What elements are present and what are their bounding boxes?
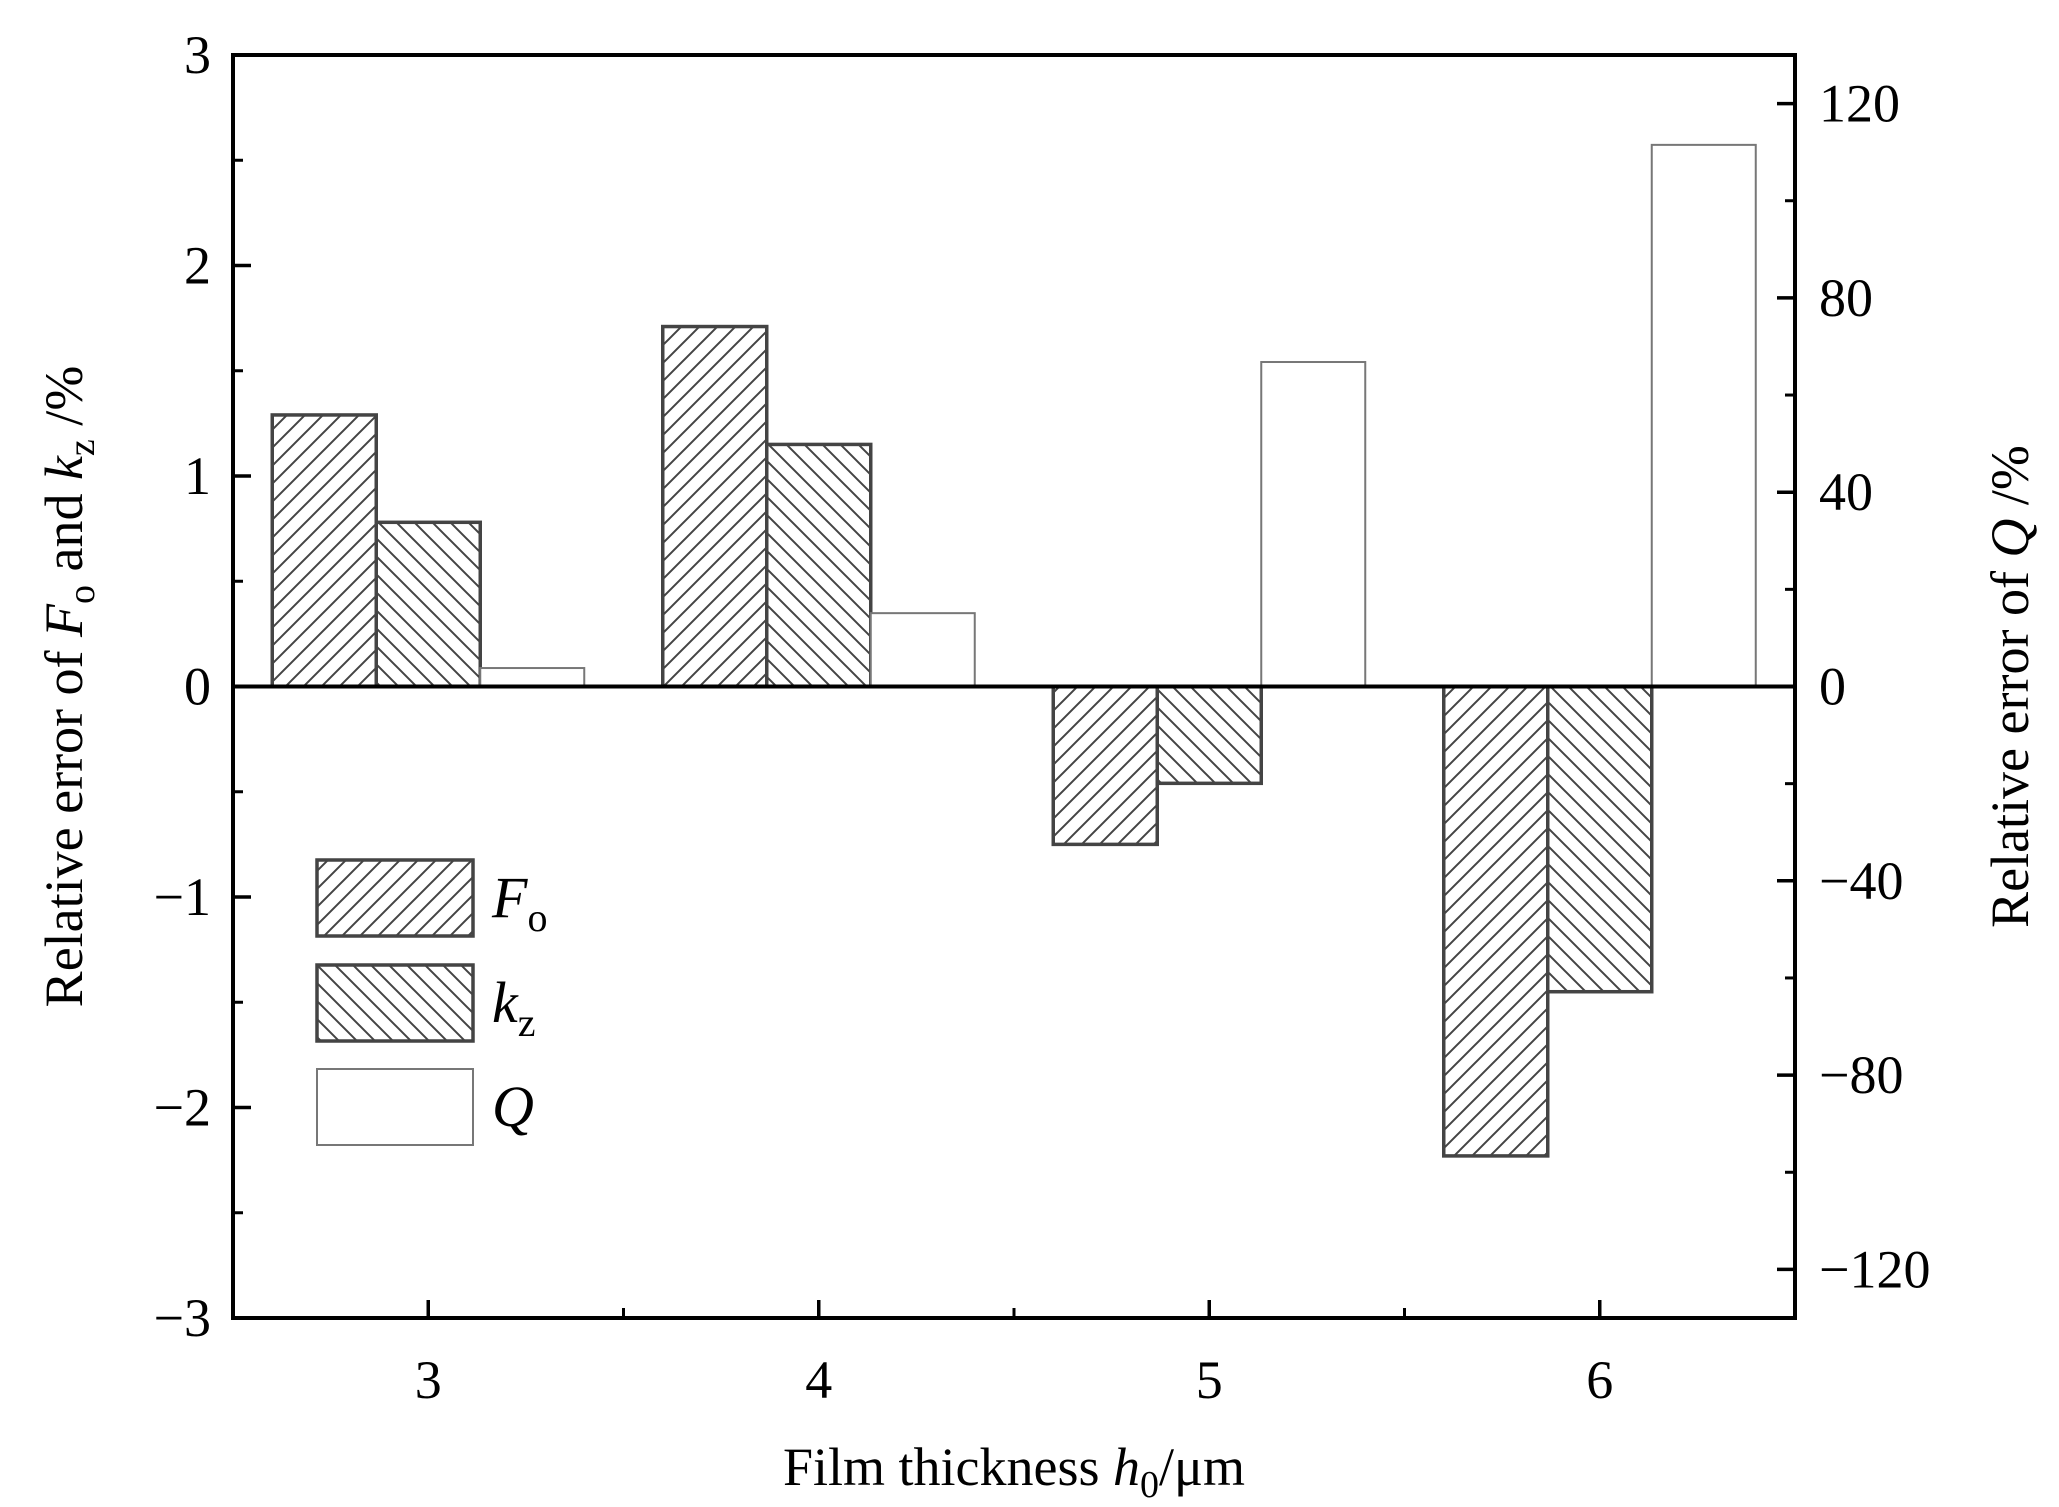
bar-Q-4 bbox=[869, 612, 976, 688]
x-axis-title: Film thickness h0/μm bbox=[783, 1437, 1245, 1506]
right-tick-label: 40 bbox=[1819, 462, 1873, 522]
bar-kz-3 bbox=[374, 520, 482, 689]
x-tick-label: 3 bbox=[415, 1350, 442, 1410]
bar-Fo-6 bbox=[1442, 684, 1550, 1158]
left-tick-label: 3 bbox=[184, 25, 211, 85]
bar-Q-3 bbox=[479, 667, 586, 688]
left-tick-label: 2 bbox=[184, 236, 211, 296]
legend-label-Fo: Fo bbox=[491, 865, 547, 940]
bar-Q-5 bbox=[1260, 361, 1367, 688]
bar-kz-6 bbox=[1546, 684, 1654, 994]
left-tick-label: 1 bbox=[184, 446, 211, 506]
legend: Fo kz Q bbox=[315, 858, 547, 1146]
legend-label-kz: kz bbox=[492, 970, 536, 1045]
bar-kz-4 bbox=[765, 442, 873, 689]
legend-label-Q: Q bbox=[492, 1074, 534, 1139]
bar-Q-6 bbox=[1650, 143, 1757, 688]
right-tick-label: −120 bbox=[1819, 1239, 1930, 1299]
bar-Fo-4 bbox=[661, 324, 769, 689]
bar-kz-5 bbox=[1155, 684, 1263, 786]
right-tick-label: 0 bbox=[1819, 657, 1846, 717]
left-tick-label: −1 bbox=[154, 867, 211, 927]
left-tick-label: 0 bbox=[184, 657, 211, 717]
bar-Fo-3 bbox=[270, 413, 378, 689]
legend-swatch-Fo bbox=[315, 858, 475, 938]
left-tick-label: −2 bbox=[154, 1078, 211, 1138]
right-tick-label: −80 bbox=[1819, 1045, 1903, 1105]
legend-swatch-Q bbox=[316, 1068, 474, 1146]
right-tick-label: −40 bbox=[1819, 851, 1903, 911]
left-tick-label: −3 bbox=[154, 1288, 211, 1348]
right-tick-label: 80 bbox=[1819, 268, 1873, 328]
x-tick-label: 4 bbox=[805, 1350, 832, 1410]
axes-layer: −3 −2 −1 0 1 2 3 −120 −80 −40 0 40 80 120 3 4 5 6 bbox=[154, 25, 1931, 1410]
x-tick-label: 6 bbox=[1586, 1350, 1613, 1410]
legend-swatch-kz bbox=[315, 963, 475, 1043]
right-tick-label: 120 bbox=[1819, 74, 1900, 134]
bars-layer bbox=[270, 143, 1757, 1158]
x-tick-label: 5 bbox=[1196, 1350, 1223, 1410]
left-axis-title: Relative error of Fo and kz /% bbox=[34, 366, 103, 1008]
right-axis-title: Relative error of Q /% bbox=[1980, 445, 2040, 928]
axis-titles: Film thickness h0/μm Relative error of Fo… bbox=[34, 366, 2040, 1506]
bar-Fo-5 bbox=[1051, 684, 1159, 847]
